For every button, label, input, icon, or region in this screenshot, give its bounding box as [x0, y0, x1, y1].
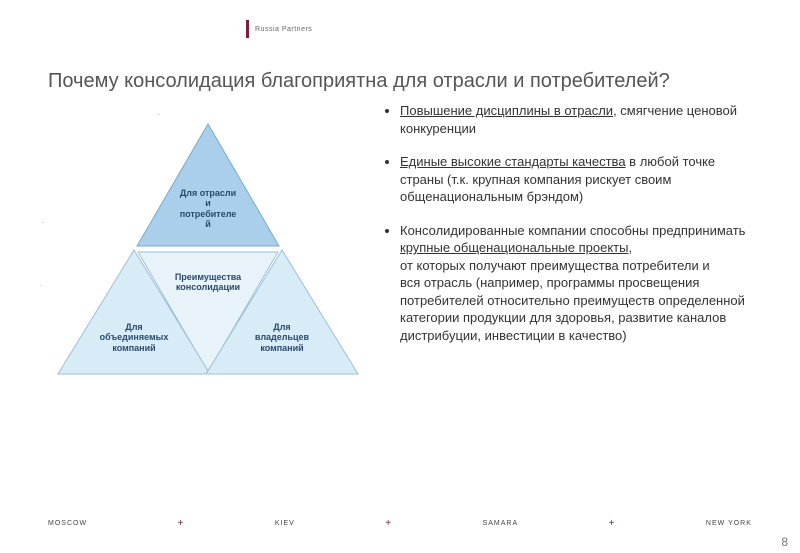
- pyramid-diagram: Для отрасли и потребителе й Преимущества…: [38, 120, 378, 390]
- pyramid-top-l1: Для отрасли: [180, 188, 236, 198]
- bullet-3-l5: потребителей относительно преимуществ оп…: [400, 293, 745, 308]
- bullet-2: Единые высокие стандарты качества в любо…: [400, 153, 752, 206]
- footer-sep-2: +: [385, 518, 392, 529]
- page-number: 8: [781, 535, 788, 549]
- slide: Russia Partners Почему консолидация благ…: [0, 0, 800, 553]
- pyramid-right-label: Для владельцев компаний: [202, 322, 362, 353]
- header-accent-bar: [246, 20, 249, 38]
- bullet-1-underline: Повышение дисциплины в отрасли: [400, 103, 613, 118]
- pyramid-top-label: Для отрасли и потребителе й: [133, 188, 283, 229]
- pyramid-right: Для владельцев компаний: [202, 246, 362, 378]
- footer-cities: MOSCOW + KIEV + SAMARA + NEW YORK: [48, 518, 752, 529]
- pyramid-left-shape: [54, 246, 214, 378]
- pyramid-left: Для объединяемых компаний: [54, 246, 214, 378]
- pyramid-left-poly: [58, 250, 210, 374]
- footer-sep-3: +: [609, 518, 616, 529]
- tick-mark: -: [158, 112, 160, 118]
- pyramid-left-l2: объединяемых: [100, 332, 169, 342]
- bullet-3-l7: дистрибуции, инвестиции в качество): [400, 328, 627, 343]
- bullet-2-line2: общенациональным брэндом): [400, 189, 583, 204]
- pyramid-right-poly: [206, 250, 358, 374]
- bullet-3-underline: крупные общенациональные проекты: [400, 240, 628, 255]
- footer-city-1: MOSCOW: [48, 520, 87, 527]
- pyramid-left-l1: Для: [125, 322, 142, 332]
- bullet-3: Консолидированные компании способны пред…: [400, 222, 752, 345]
- pyramid-top-shape: [133, 120, 283, 250]
- pyramid-right-shape: [202, 246, 362, 378]
- bullet-column: Повышение дисциплины в отрасли, смягчени…: [378, 102, 752, 402]
- pyramid-container: - - . Для отрасли и потребителе й: [48, 102, 358, 402]
- pyramid-left-label: Для объединяемых компаний: [54, 322, 214, 353]
- page-title: Почему консолидация благоприятна для отр…: [48, 68, 752, 94]
- bullet-list: Повышение дисциплины в отрасли, смягчени…: [378, 102, 752, 345]
- brand-label: Russia Partners: [255, 26, 312, 33]
- footer-city-3: SAMARA: [483, 520, 519, 527]
- footer-city-4: NEW YORK: [706, 520, 752, 527]
- bullet-3-l1: Консолидированные компании способны пред…: [400, 223, 745, 238]
- pyramid-top-l3: потребителе: [180, 209, 237, 219]
- bullet-2-underline: Единые высокие стандарты качества: [400, 154, 626, 169]
- pyramid-top: Для отрасли и потребителе й: [133, 120, 283, 250]
- footer-city-2: KIEV: [275, 520, 295, 527]
- pyramid-left-l3: компаний: [112, 343, 155, 353]
- bullet-3-l3: от которых получают преимущества потреби…: [400, 258, 710, 273]
- pyramid-right-l3: компаний: [260, 343, 303, 353]
- pyramid-right-l2: владельцев: [255, 332, 309, 342]
- pyramid-top-l4: й: [205, 219, 211, 229]
- bullet-3-l6: категории продукции для здоровья, развит…: [400, 310, 726, 325]
- header: Russia Partners: [246, 20, 312, 38]
- bullet-3-l2: ,: [628, 240, 632, 255]
- footer-sep-1: +: [178, 518, 185, 529]
- content-row: - - . Для отрасли и потребителе й: [48, 102, 752, 402]
- pyramid-right-l1: Для: [273, 322, 290, 332]
- bullet-3-l4: вся отрасль (например, программы просвещ…: [400, 275, 699, 290]
- bullet-1: Повышение дисциплины в отрасли, смягчени…: [400, 102, 752, 137]
- pyramid-top-l2: и: [205, 198, 211, 208]
